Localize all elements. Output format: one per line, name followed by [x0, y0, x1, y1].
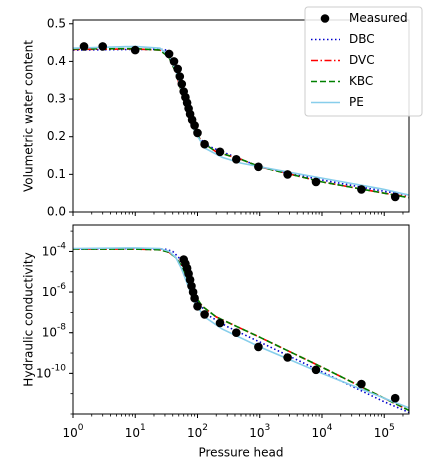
panel2-ytick-label: 10-8: [42, 322, 67, 339]
panel2-xtick-label: 101: [125, 423, 146, 440]
panel1-measured-point: [283, 170, 292, 179]
panel1-measured-point: [175, 72, 185, 81]
panel2-xtick-label: 103: [249, 423, 270, 440]
panel1-measured-point: [311, 177, 321, 187]
panel1-measured-point: [254, 162, 263, 172]
panel1-measured-point: [98, 42, 107, 51]
legend-marker-measured: [320, 14, 330, 23]
panel2-measured-point: [193, 302, 202, 311]
panel1-ylabel: Volumetric water content: [22, 40, 36, 192]
panel1-measured-point: [169, 57, 179, 66]
legend-label-dvc: DVC: [349, 53, 375, 67]
panel2-ytick-label: 10-6: [42, 282, 67, 299]
panel1-measured-point: [200, 139, 209, 149]
panel2-xtick-label: 104: [311, 423, 332, 440]
panel2-ytick-label: 10-10: [36, 363, 66, 380]
panel1-measured-point: [79, 42, 89, 51]
panel2-measured-point: [200, 310, 209, 319]
panel2-series-kbc: [73, 248, 409, 412]
legend: Measured DBC DVC KBC PE: [304, 6, 423, 117]
legend-label-dbc: DBC: [349, 32, 375, 46]
panel2-xtick-label: 100: [62, 423, 83, 440]
panel2-measured-point: [190, 293, 199, 303]
panel2-ytick-label: 10-4: [42, 241, 67, 258]
panel1-measured-point: [164, 49, 174, 59]
panel2-measured-point: [311, 365, 321, 375]
panel1-measured-point: [232, 155, 241, 164]
panel1-measured-point: [190, 121, 199, 130]
panel1-ytick-label: 0.0: [47, 205, 66, 219]
panel2-xlabel: Pressure head: [198, 446, 283, 460]
panel1-measured-point: [177, 79, 187, 89]
legend-label-kbc: KBC: [349, 74, 373, 88]
legend-box: [304, 6, 423, 117]
panel1-measured-point: [173, 64, 182, 74]
panel1-measured-point: [193, 128, 202, 138]
panel1-measured-point: [390, 192, 400, 202]
panel1-measured-point: [130, 45, 140, 55]
panel1-ytick-label: 0.5: [47, 16, 66, 30]
panel2-measured-point: [357, 379, 366, 389]
panel2-measured-point: [232, 328, 241, 338]
panel1-ytick-label: 0.4: [47, 54, 66, 68]
legend-label-pe: PE: [349, 95, 364, 109]
panel2-xtick-label: 105: [374, 423, 395, 440]
panel1-ytick-label: 0.3: [47, 92, 66, 106]
panel1-series-kbc: [73, 47, 409, 199]
panel1-ytick-label: 0.2: [47, 129, 66, 143]
panel2-measured-point: [215, 318, 225, 328]
panel2-ylabel: Hydraulic conductivity: [22, 252, 36, 386]
panel2-measured-point: [254, 342, 263, 352]
panel2-measured-point: [283, 353, 292, 362]
panel1-ytick-label: 0.1: [47, 167, 66, 181]
panel2-xtick-label: 102: [187, 423, 208, 440]
panel1-plot-area: [73, 42, 409, 202]
legend-label-measured: Measured: [349, 11, 408, 25]
panel1-measured-point: [215, 147, 225, 157]
panel2-measured-point: [390, 393, 400, 403]
panel1-measured-point: [357, 185, 366, 194]
panel2-plot-area: [73, 247, 409, 414]
